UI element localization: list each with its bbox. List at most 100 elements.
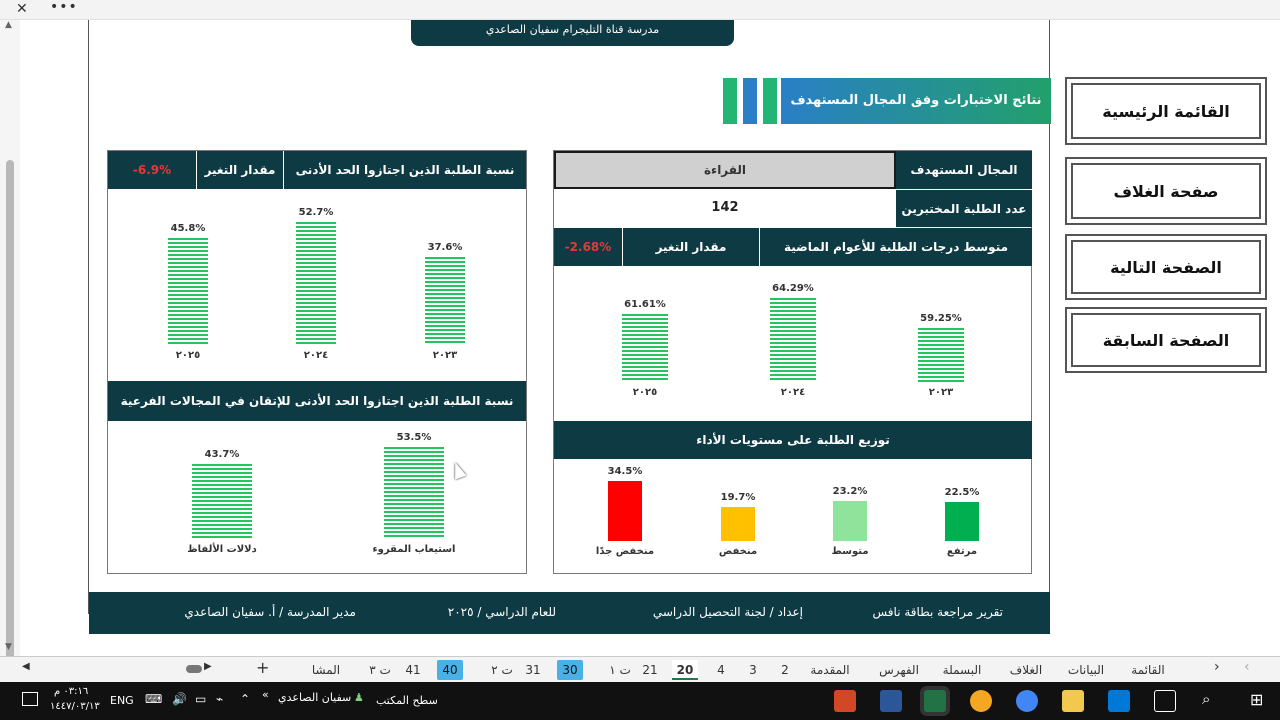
prev-page-button[interactable]: الصفحة السابقة <box>1065 307 1267 373</box>
scrollbar-thumb[interactable] <box>6 160 14 660</box>
sheet-tab[interactable]: الغلاف <box>1009 663 1043 677</box>
chart-bar <box>622 314 668 382</box>
sheet-tab[interactable]: 4 <box>717 663 725 677</box>
footer-report: تقرير مراجعة بطاقة نافس <box>872 605 1004 619</box>
mastery-chart: 45.8% ٢٠٢٥ 52.7% ٢٠٢٤ 37.6% ٢٠٢٣ <box>108 189 526 381</box>
category-label: ٢٠٢٤ <box>780 387 806 398</box>
change-label: مقدار التغير <box>196 151 283 189</box>
excel-icon[interactable] <box>924 690 946 712</box>
chart-bar <box>192 463 252 539</box>
mastery-label: نسبة الطلبة الذين اجتازوا الحد الأدنى لل… <box>283 151 526 227</box>
sheet-tab[interactable]: ت ١ <box>609 663 631 677</box>
sheet-tab[interactable]: البيانات <box>1067 663 1105 677</box>
dist-title: توزيع الطلبة على مستويات الأداء <box>554 421 1032 459</box>
sheet-tab[interactable]: ت ٢ <box>491 663 513 677</box>
data-label: 34.5% <box>607 466 643 478</box>
category-label: ٢٠٢٥ <box>632 387 658 398</box>
app-icon[interactable] <box>970 690 992 712</box>
title-bar: ✕ ••• <box>0 0 1280 20</box>
report-footer: تقرير مراجعة بطاقة نافس إعداد / لجنة الت… <box>89 592 1050 634</box>
change-value: -6.9% <box>132 163 172 177</box>
sheet-tab[interactable]: 41 <box>405 663 421 677</box>
data-label: 61.61% <box>624 299 666 311</box>
windows-taskbar: ٠٣:١٦ م ١٤٤٧/٠٣/١٣ ENG ⌨ 🔊 ▭ ⌁ ⌃ « سفيان… <box>0 682 1280 720</box>
prev-page-label: الصفحة السابقة <box>1071 313 1261 367</box>
chrome-icon[interactable] <box>1016 690 1038 712</box>
sheet-tab[interactable]: 31 <box>525 663 541 677</box>
category-label: منخفض جدًا <box>595 546 655 557</box>
user-icon: ♟ <box>354 691 364 704</box>
language-indicator[interactable]: ENG <box>110 694 134 707</box>
footer-year: للعام الدراسي / ٢٠٢٥ <box>447 605 556 619</box>
data-label: 52.7% <box>298 206 334 218</box>
clock-time[interactable]: ٠٣:١٦ م <box>54 686 89 697</box>
chart-bar <box>168 237 208 345</box>
file-explorer-icon[interactable] <box>1062 690 1084 712</box>
count-value: 142 <box>711 200 739 215</box>
notification-icon[interactable] <box>22 692 38 706</box>
school-name-banner: مدرسة قناة التليجرام سفيان الصاعدي <box>411 20 734 46</box>
chevron-icon[interactable]: « <box>262 688 269 701</box>
category-label: منخفض <box>718 546 758 557</box>
network-icon[interactable]: ⌁ <box>216 692 224 706</box>
word-icon[interactable] <box>880 690 902 712</box>
sheet-tab[interactable]: 30 <box>557 660 583 680</box>
add-sheet-icon[interactable]: + <box>256 658 270 677</box>
cover-page-button[interactable]: صفحة الغلاف <box>1065 157 1267 225</box>
subdomain-chart: 43.7% دلالات الألفاظ 53.5% استيعاب المقروء <box>108 421 526 573</box>
vertical-scrollbar[interactable]: ▲ ▼ <box>0 20 20 660</box>
distribution-chart: 34.5% منخفض جدًا 19.7% منخفض 23.2% متوسط 22.5%… <box>554 459 1032 574</box>
field-value-cell[interactable]: القراءة <box>554 151 896 189</box>
data-label: 22.5% <box>944 487 980 499</box>
sheet-tab[interactable]: 21 <box>642 663 658 677</box>
category-label: دلالات الألفاظ <box>187 544 257 555</box>
data-label: 23.2% <box>832 485 868 497</box>
search-icon[interactable]: ⌕ <box>1202 690 1211 708</box>
sheet-tab[interactable]: 3 <box>749 663 757 677</box>
tab-scroll-left-icon[interactable]: ‹ <box>1244 659 1250 675</box>
category-label: مرتفع <box>946 546 978 557</box>
sheet-tab[interactable]: 40 <box>437 660 463 680</box>
data-label: 59.25% <box>920 312 962 324</box>
footer-prepared: إعداد / لجنة التحصيل الدراسي <box>652 605 803 619</box>
sheet-tab[interactable]: البسملة <box>942 663 982 677</box>
tab-scroll-right-icon[interactable]: › <box>1214 659 1220 675</box>
store-icon[interactable] <box>1108 690 1130 712</box>
category-label: ٢٠٢٤ <box>303 350 329 361</box>
data-label: 64.29% <box>772 283 814 295</box>
data-label: 43.7% <box>204 448 240 460</box>
category-label: ٢٠٢٣ <box>928 387 954 398</box>
sheet-tab[interactable]: 20 <box>672 660 698 680</box>
battery-icon[interactable]: ▭ <box>195 692 207 706</box>
next-page-button[interactable]: الصفحة التالية <box>1065 234 1267 300</box>
scroll-left-icon[interactable]: ◀ <box>22 661 30 672</box>
volume-icon[interactable]: 🔊 <box>172 692 187 706</box>
start-icon[interactable]: ⊞ <box>1250 690 1264 709</box>
scroll-down-icon[interactable]: ▼ <box>5 642 12 652</box>
subdomain-title: نسبة الطلبة الذين اجتازوا الحد الأدنى لل… <box>108 381 526 421</box>
user-name[interactable]: سفيان الصاعدي <box>278 691 352 704</box>
avg-scores-chart: 61.61% ٢٠٢٥ 64.29% ٢٠٢٤ 59.25% ٢٠٢٣ <box>554 266 1032 421</box>
sheet-tab[interactable]: المشا <box>311 663 341 677</box>
task-view-icon[interactable] <box>1154 690 1176 712</box>
keyboard-icon[interactable]: ⌨ <box>145 692 163 706</box>
desktop-label[interactable]: سطح المكتب <box>376 694 438 707</box>
sheet-tab[interactable]: المقدمة <box>810 663 850 677</box>
sheet-tab[interactable]: القائمة <box>1131 663 1165 677</box>
clock-date[interactable]: ١٤٤٧/٠٣/١٣ <box>50 701 100 712</box>
chart-bar <box>770 298 816 382</box>
sheet-tab[interactable]: 2 <box>781 663 789 677</box>
h-scroll-thumb[interactable] <box>186 665 202 673</box>
sheet-tab[interactable]: الفهرس <box>879 663 919 677</box>
scroll-right-icon[interactable]: ▶ <box>204 661 212 672</box>
more-options-icon[interactable]: ••• <box>50 0 78 15</box>
main-menu-button[interactable]: القائمة الرئيسية <box>1065 77 1267 145</box>
close-icon[interactable]: ✕ <box>16 1 28 17</box>
data-label: 53.5% <box>396 431 432 443</box>
page-border-right <box>1049 20 1050 614</box>
chart-bar <box>945 502 979 541</box>
powerpoint-icon[interactable] <box>834 690 856 712</box>
chevron-up-icon[interactable]: ⌃ <box>240 692 251 706</box>
scroll-up-icon[interactable]: ▲ <box>5 20 12 30</box>
sheet-tab[interactable]: ت ٣ <box>369 663 391 677</box>
